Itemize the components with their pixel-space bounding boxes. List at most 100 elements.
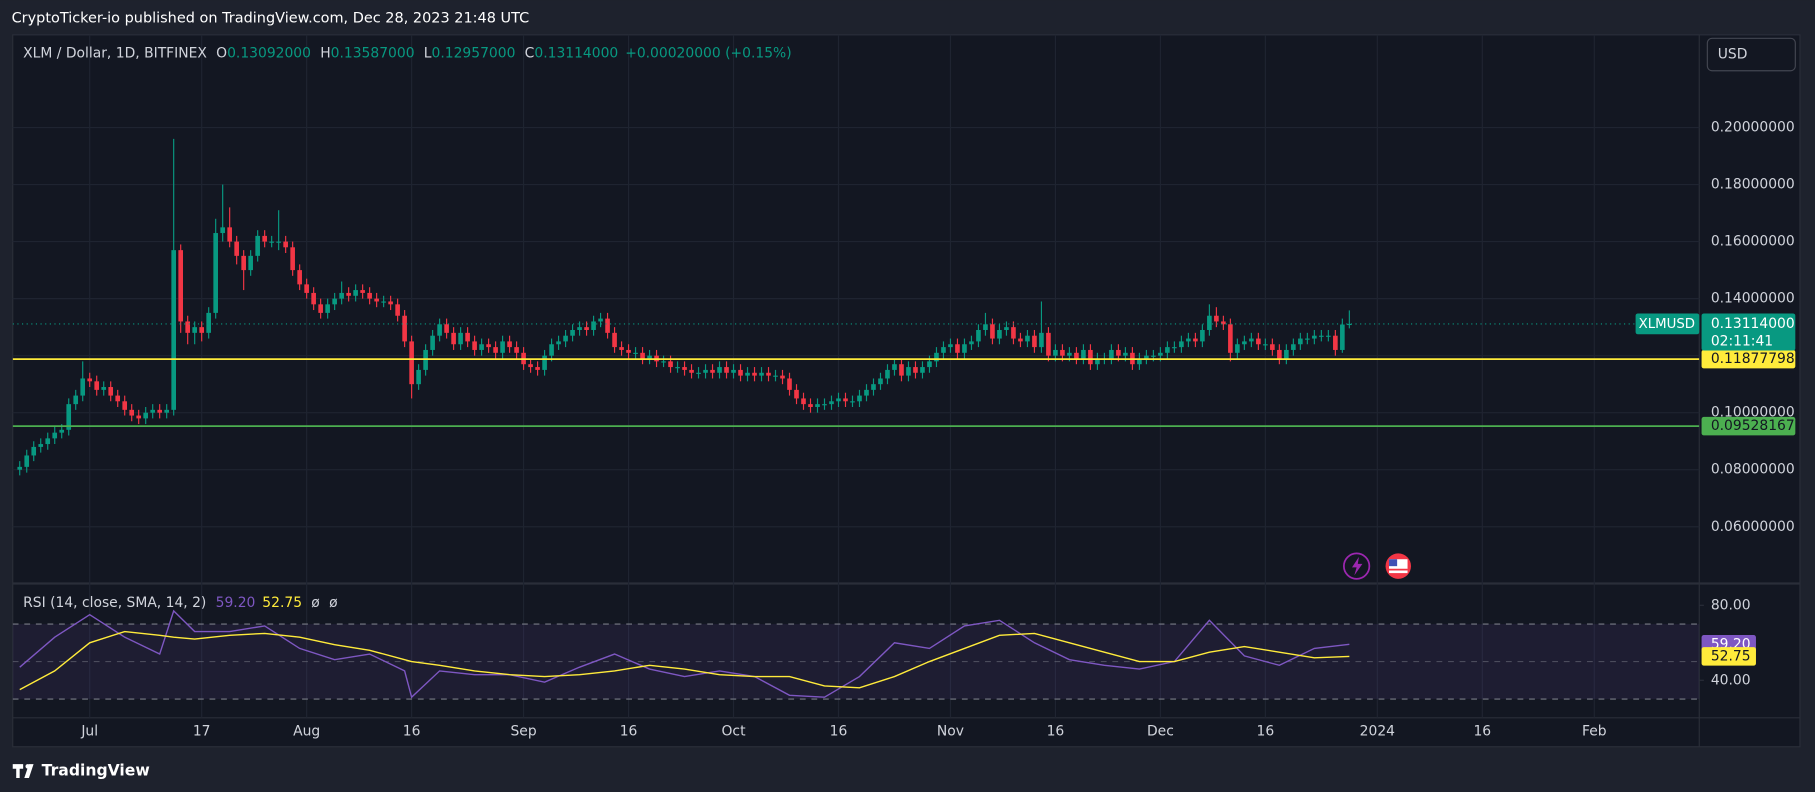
countdown-label: 02:11:41 [1711,333,1773,349]
x-tick-label: Nov [937,724,964,740]
ohlc-value: 0.13587000 [331,45,415,61]
symbol-label: XLMUSD [1639,317,1695,332]
candle-body [843,398,848,402]
candle-body [549,344,554,356]
candle-body [45,438,51,445]
x-tick-label: 16 [1473,724,1491,740]
candle-body [857,395,862,402]
price-pane [12,138,1700,476]
candle-body [178,250,183,322]
candle-body [409,341,414,385]
last-price-box [1701,313,1796,351]
candle-body [899,364,904,376]
candle-body [402,315,407,342]
candle-body [1074,352,1079,359]
candle-body [696,372,701,374]
candle-body [1207,315,1212,330]
candle-body [465,332,470,342]
y-tick-label: 0.20000000 [1711,120,1795,136]
candle-body [206,312,211,333]
last-price-label: 0.13114000 [1711,316,1795,332]
candle-body [1137,358,1142,365]
ohlc-value: 0.13114000 [534,45,618,61]
candle-body [612,332,617,348]
candle-body [507,341,512,348]
candle-body [283,241,288,248]
candle-body [31,446,37,456]
candle-body [1340,324,1345,350]
candle-body [444,324,449,333]
candle-body [185,321,190,333]
candle-body [983,324,988,330]
candle-body [773,375,778,377]
candle-body [73,395,79,405]
candle-body [52,432,58,439]
candle-body [801,398,806,405]
candle-body [969,341,974,345]
candle-body [1235,344,1240,353]
y-tick-label: 0.18000000 [1711,177,1795,193]
candle-body [738,369,743,376]
candle-body [1046,332,1051,356]
currency-button[interactable] [1706,37,1796,72]
candle-body [1004,327,1009,330]
level-label: 0.11877798 [1711,351,1795,367]
candle-body [752,372,757,376]
candle-body [1088,349,1093,365]
rsi-ma-value: 52.75 [262,595,302,611]
rsi-line [19,609,1350,699]
candle-body [1256,338,1261,345]
lightning-icon[interactable] [1343,552,1371,580]
candle-body [276,241,281,243]
x-tick-label: Dec [1147,724,1174,740]
candle-body [1277,349,1282,359]
x-tick-label: 16 [1047,724,1065,740]
candle-body [1095,358,1100,365]
publish-header: CryptoTicker-io published on TradingView… [12,11,530,27]
candle-body [1214,315,1219,322]
candle-body [1242,341,1247,345]
candle-body [1291,344,1296,350]
rsi-line [19,630,1350,691]
candle-body [122,401,128,410]
candle-body [451,332,456,345]
candle-body [1172,347,1177,349]
candle-body [1347,323,1352,326]
footer-logo [12,764,34,778]
candle-body [563,335,568,342]
candle-body [59,429,65,433]
candle-body [584,327,589,330]
candle-body [1025,335,1030,342]
flag-icon[interactable] [1385,553,1412,579]
candle-body [1319,335,1324,337]
candle-body [80,378,86,396]
candle-body [1263,344,1268,346]
candle-body [1067,352,1072,356]
icon-bolt[interactable] [1351,556,1363,576]
candle-body [346,292,351,296]
candle-body [815,404,820,407]
currency-label[interactable]: USD [1718,47,1748,63]
rsi-value-box [1701,647,1756,666]
icon-flag-canton[interactable] [1389,559,1398,567]
candle-body [164,409,170,413]
candle-body [619,347,624,350]
candle-body [829,401,834,405]
candle-body [311,292,316,305]
candle-body [535,367,540,370]
candle-body [1053,349,1058,356]
candle-body [262,235,267,242]
x-tick-label: Sep [511,724,537,740]
level-label: 0.09528167 [1711,418,1795,434]
candle-body [395,304,400,316]
rsi-extra: ø [329,595,338,611]
candle-body [724,367,729,373]
candle-body [633,352,638,354]
candle-body [864,389,869,396]
candle-body [1333,335,1338,350]
candle-body [290,247,295,271]
candle-body [591,321,596,330]
candle-body [1221,321,1226,325]
candle-body [542,355,547,370]
